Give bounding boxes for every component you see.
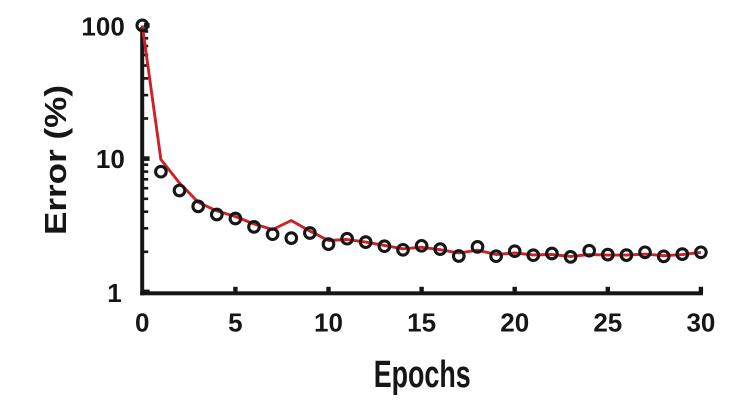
svg-text:30: 30: [686, 308, 715, 338]
svg-text:Error (%): Error (%): [39, 85, 73, 235]
svg-text:1: 1: [107, 278, 121, 308]
svg-text:20: 20: [500, 308, 529, 338]
svg-text:100: 100: [81, 12, 124, 42]
svg-text:5: 5: [228, 308, 242, 338]
svg-text:10: 10: [96, 144, 125, 174]
svg-text:15: 15: [407, 308, 436, 338]
svg-text:25: 25: [593, 308, 622, 338]
svg-text:0: 0: [135, 308, 149, 338]
svg-text:10: 10: [314, 308, 343, 338]
svg-text:Epochs: Epochs: [374, 354, 471, 396]
